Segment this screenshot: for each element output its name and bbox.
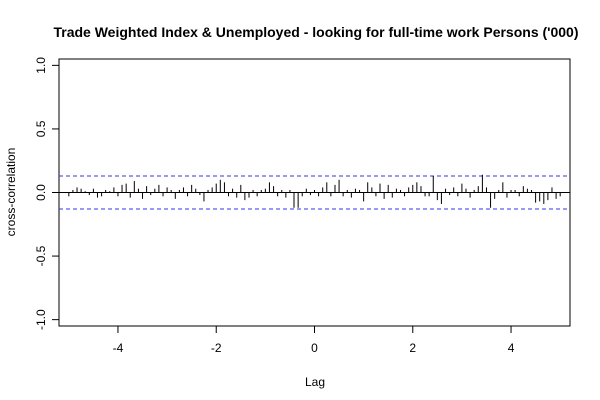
y-tick-label: 0.5 [34, 120, 48, 137]
x-tick-label: 2 [409, 341, 416, 355]
y-axis-label: cross-correlation [4, 148, 18, 237]
y-tick-label: -0.5 [34, 245, 48, 266]
y-tick-label: 0.0 [34, 184, 48, 201]
x-axis-label: Lag [305, 375, 325, 389]
x-tick-label: 4 [508, 341, 515, 355]
x-tick-label: -2 [211, 341, 222, 355]
x-tick-label: -4 [113, 341, 124, 355]
plot-area: -4 -2 0 2 4 -1.0 -0.5 0.0 0.5 1.0 [34, 57, 571, 355]
y-tick-label: -1.0 [34, 309, 48, 330]
x-tick-label: 0 [311, 341, 318, 355]
y-tick-label: 1.0 [34, 57, 48, 74]
chart-title: Trade Weighted Index & Unemployed - look… [53, 24, 578, 40]
